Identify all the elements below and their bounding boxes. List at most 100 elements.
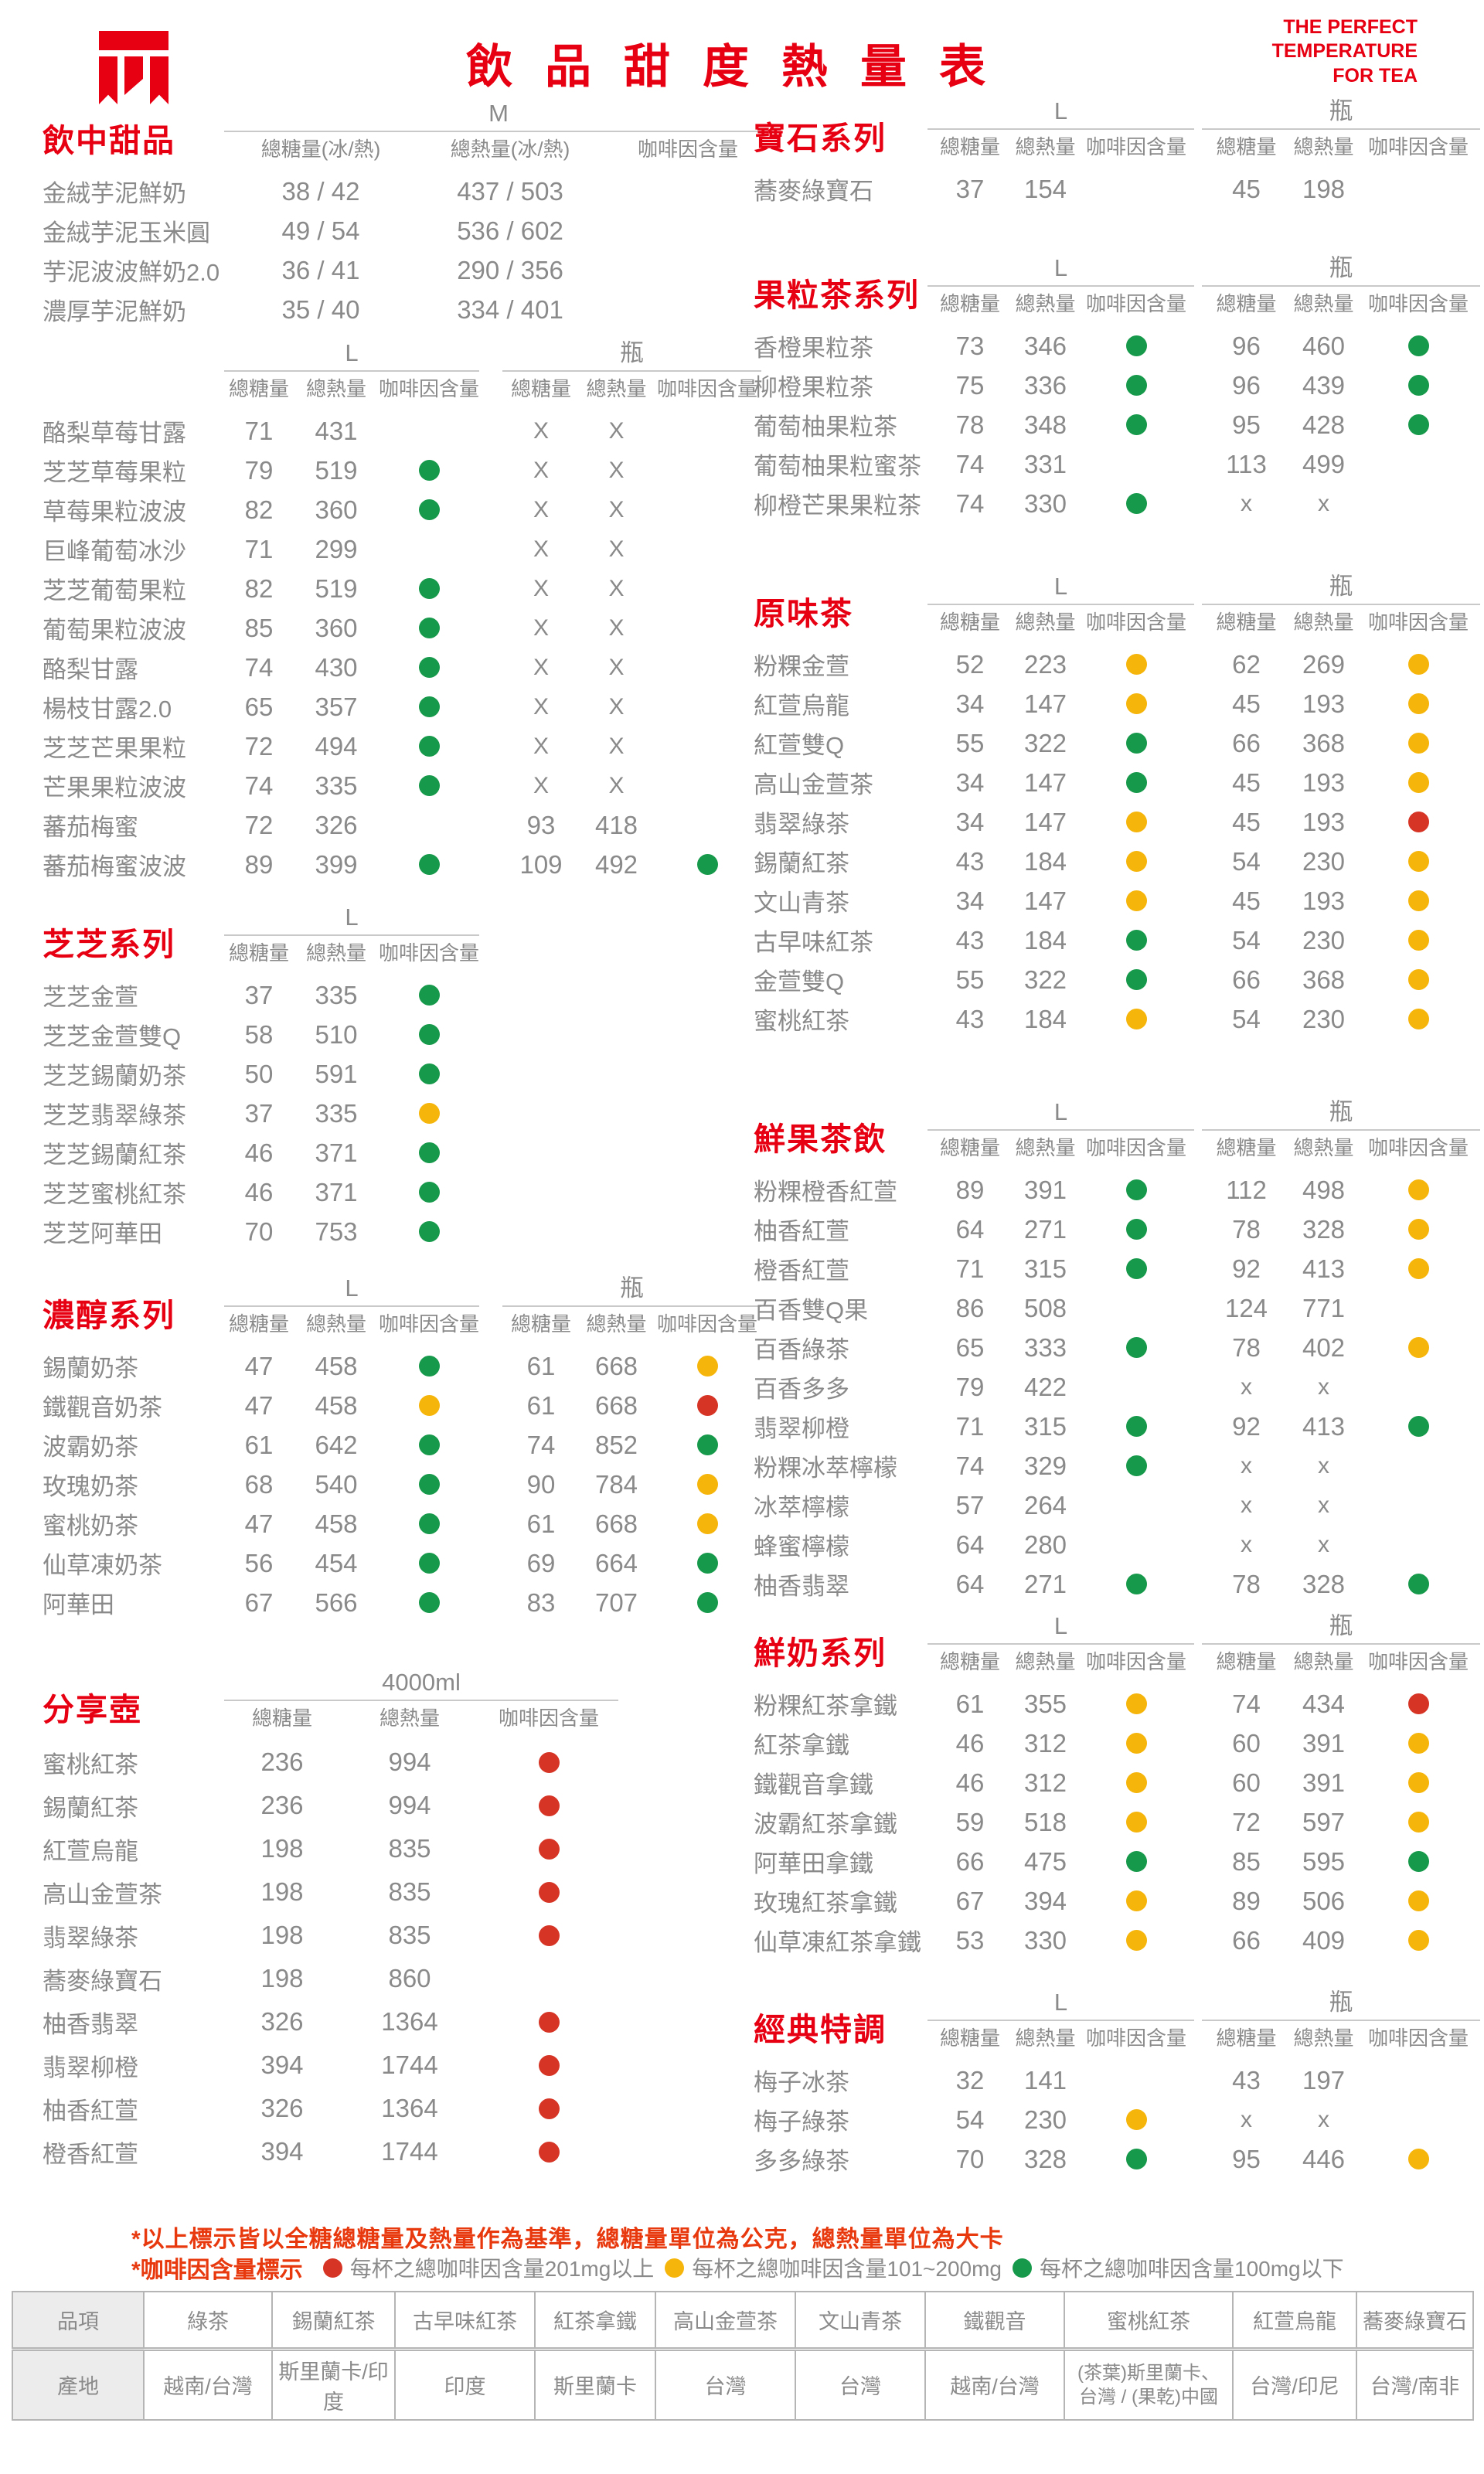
section-fruit: 果粒茶系列 L 總糖量 總熱量 咖啡因含量瓶總糖量 總熱量 咖啡因含量 香橙果粒茶 73 346 9…	[754, 254, 1480, 523]
sugar-value: 61	[244, 1430, 274, 1459]
caffeine-cell	[379, 1592, 479, 1613]
section-title: 原味茶	[754, 596, 853, 631]
calorie-value: 328	[1302, 1569, 1346, 1598]
sugar-value: 37	[244, 1098, 274, 1128]
header-rule	[224, 934, 479, 936]
tea-item-cell: 紅萱烏龍	[1232, 2291, 1357, 2351]
table-row: 錫蘭紅茶 43 184 54 230	[754, 842, 1480, 881]
drink-name: 蕃茄梅蜜波波	[43, 853, 186, 880]
calorie-value: 335	[315, 980, 358, 1009]
sugar-value: 49 / 54	[281, 216, 360, 245]
calorie-value: 322	[1023, 728, 1067, 757]
sugar-value: 45	[1232, 174, 1261, 203]
caffeine-green-dot-icon	[1407, 335, 1429, 356]
calorie-value: 147	[1023, 886, 1067, 915]
calorie-value: 518	[1023, 1807, 1067, 1836]
calorie-value: 494	[315, 731, 358, 761]
caffeine-cell	[1356, 890, 1480, 911]
drink-name: 錫蘭奶茶	[43, 1355, 138, 1382]
table-row: 多多綠茶 70 328 95 446	[754, 2139, 1480, 2179]
sugar-value: 95	[1232, 410, 1261, 439]
caffeine-yellow-dot-icon	[1407, 1930, 1429, 1951]
caffeine-yellow-dot-icon	[1125, 1009, 1147, 1029]
caffeine-cell	[1356, 969, 1480, 990]
calorie-value: 413	[1302, 1411, 1346, 1441]
sugar-value: 124	[1224, 1293, 1268, 1322]
column-label: 總糖量	[939, 1136, 1000, 1159]
caffeine-cell	[379, 1063, 479, 1084]
calorie-value: 391	[1023, 1175, 1067, 1204]
sugar-value: 85	[244, 613, 274, 642]
caffeine-cell	[1356, 1772, 1480, 1793]
caffeine-cell	[379, 657, 479, 678]
calorie-value: 458	[315, 1351, 358, 1380]
tea-item-cell: 文山青茶	[795, 2291, 926, 2351]
calorie-value: 409	[1302, 1925, 1346, 1955]
caffeine-cell	[1356, 812, 1480, 832]
calorie-value: 147	[1023, 807, 1067, 836]
sugar-value: X	[533, 654, 549, 680]
calorie-value: 475	[1023, 1846, 1067, 1876]
section-gem: 寶石系列 L 總糖量 總熱量 咖啡因含量瓶總糖量 總熱量 咖啡因含量 蕎麥綠寶石 37 154 45…	[754, 97, 1480, 209]
drink-name: 玫瑰紅茶拿鐵	[754, 1890, 897, 1917]
section-title: 鮮果茶飲	[754, 1121, 887, 1157]
size-group-header: L 總糖量 總熱量 咖啡因含量	[224, 339, 479, 402]
drink-name: 波霸紅茶拿鐵	[754, 1811, 897, 1838]
caffeine-yellow-dot-icon	[1407, 890, 1429, 911]
table-row: 香橙果粒茶 73 346 96 460	[754, 326, 1480, 366]
sugar-value: 43	[955, 925, 985, 955]
calorie-value: x	[1318, 1531, 1329, 1557]
column-label: 總糖量	[510, 377, 571, 400]
table-row: 蜜桃紅茶 43 184 54 230	[754, 999, 1480, 1039]
tea-item-cell: 錫蘭紅茶	[271, 2291, 396, 2351]
caffeine-green-dot-icon	[1125, 1416, 1147, 1437]
sugar-value: 78	[955, 410, 985, 439]
origin-origin-label: 產地	[12, 2348, 145, 2421]
caffeine-green-dot-icon	[696, 1592, 718, 1613]
drink-name: 芝芝錫蘭奶茶	[43, 1063, 186, 1090]
column-label: 總熱量	[305, 377, 366, 400]
caffeine-yellow-dot-icon	[1125, 851, 1147, 872]
sugar-value: 36 / 41	[281, 255, 360, 284]
caffeine-green-dot-icon	[1125, 1179, 1147, 1200]
caffeine-cell	[379, 696, 479, 717]
drink-name: 粉粿金萱	[754, 653, 849, 680]
logo-top-bar-shape	[99, 31, 168, 50]
sugar-value: 38 / 42	[281, 176, 360, 206]
sugar-value: 46	[244, 1138, 274, 1167]
caffeine-cell	[379, 1142, 479, 1163]
size-group-header: 瓶總糖量 總熱量 咖啡因含量	[502, 1274, 761, 1337]
caffeine-green-dot-icon	[696, 1553, 718, 1574]
size-group-header: L 總糖量 總熱量 咖啡因含量	[928, 572, 1194, 635]
tea-origin-cell: 斯里蘭卡/印度	[271, 2348, 396, 2421]
sugar-value: 34	[955, 689, 985, 718]
calorie-value: 519	[315, 455, 358, 485]
sugar-value: 45	[1232, 807, 1261, 836]
tea-item-cell: 鐵觀音	[924, 2291, 1065, 2351]
size-label: 瓶	[1329, 254, 1353, 281]
caffeine-yellow-dot-icon	[1407, 1337, 1429, 1358]
drink-name: 文山青茶	[754, 890, 849, 917]
caffeine-yellow-dot-icon	[418, 1103, 440, 1124]
table-row: 芝芝金萱 37 335	[43, 975, 479, 1015]
caffeine-cell	[1356, 1574, 1480, 1594]
calorie-value: 269	[1302, 649, 1346, 679]
caffeine-yellow-dot-icon	[1125, 654, 1147, 675]
caffeine-cell	[1078, 772, 1194, 793]
legend-text: 每杯之總咖啡因含量101~200mg	[692, 2257, 1002, 2281]
caffeine-yellow-dot-icon	[1407, 1890, 1429, 1911]
sugar-value: X	[533, 614, 549, 641]
caffeine-yellow-dot-icon	[696, 1513, 718, 1534]
caffeine-cell	[1356, 930, 1480, 951]
origin-items-label: 品項	[12, 2291, 145, 2351]
caffeine-cell	[1078, 1851, 1194, 1872]
sugar-value: 43	[955, 1004, 985, 1033]
drink-name: 蕎麥綠寶石	[754, 178, 873, 205]
caffeine-cell	[653, 1395, 761, 1416]
size-label: L	[345, 1274, 359, 1302]
calorie-value: 835	[388, 1834, 431, 1863]
tea-origin-cell: (茶葉)斯里蘭卡、台灣 / (果乾)中國	[1064, 2348, 1234, 2421]
sugar-value: 60	[1232, 1728, 1261, 1758]
column-label: 總熱量	[1293, 1136, 1354, 1159]
drink-name: 蕃茄梅蜜	[43, 814, 138, 841]
